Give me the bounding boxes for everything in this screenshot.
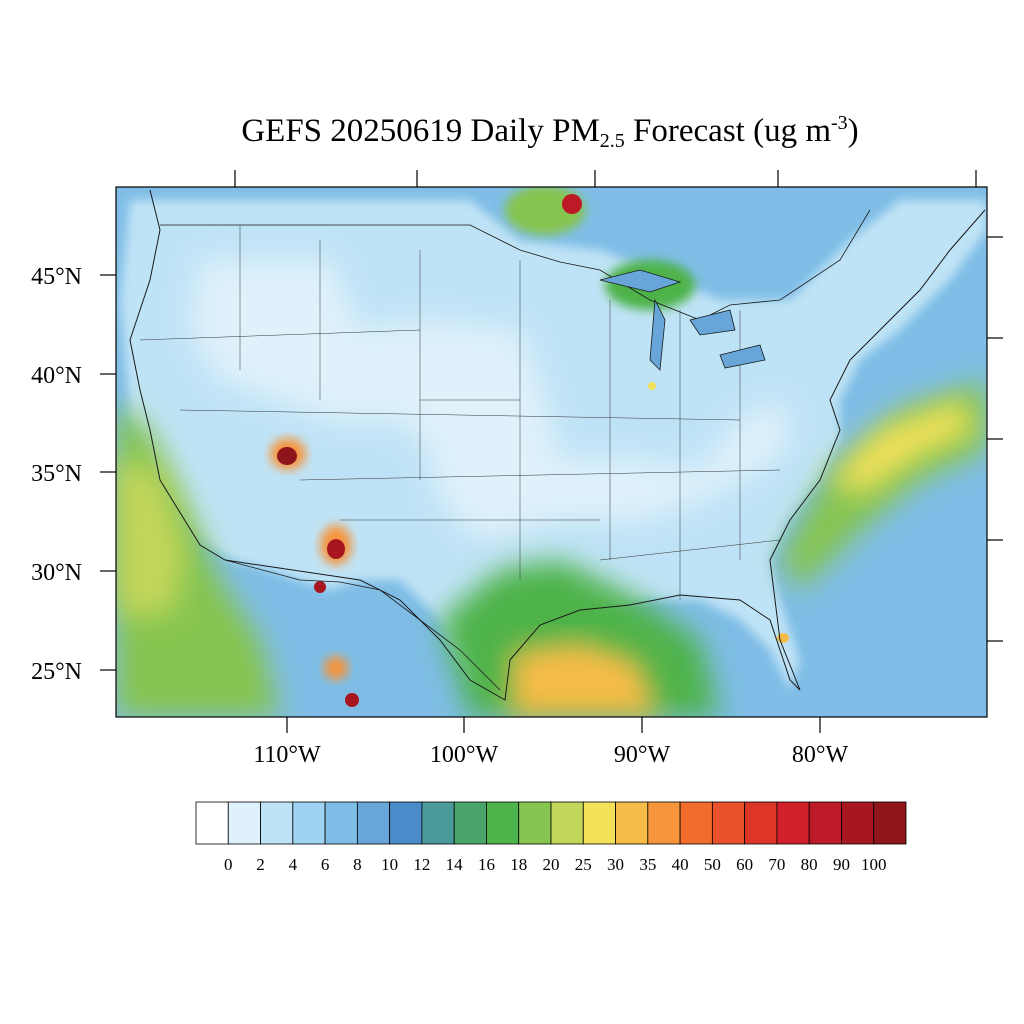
colorbar-swatch (292, 801, 326, 845)
latitude-labels: 45°N 40°N 35°N 30°N 25°N (31, 264, 82, 685)
colorbar-swatch (873, 801, 907, 845)
colorbar-label: 16 (478, 855, 495, 874)
colorbar-swatch (486, 801, 520, 845)
map-frame (115, 186, 988, 718)
axis-ticks (100, 170, 1003, 733)
canada-border (160, 209, 871, 321)
colorbar-label: 100 (861, 855, 887, 874)
colorbar (195, 801, 907, 845)
colorbar-label: 14 (446, 855, 464, 874)
colorbar-swatch (195, 801, 229, 845)
mexico-border (224, 559, 501, 691)
us-coastline (129, 189, 986, 701)
colorbar-label: 70 (768, 855, 785, 874)
colorbar-label: 50 (704, 855, 721, 874)
colorbar-label: 80 (801, 855, 818, 874)
colorbar-swatch (324, 801, 358, 845)
longitude-labels: 110°W 100°W 90°W 80°W (253, 742, 848, 768)
colorbar-swatch (582, 801, 616, 845)
hotspot-florida (777, 633, 789, 643)
colorbar-swatch (744, 801, 778, 845)
colorbar-swatch (453, 801, 487, 845)
colorbar-swatch (550, 801, 584, 845)
fire-hotspot-mexico-1 (324, 656, 348, 680)
colorbar-label: 2 (256, 855, 265, 874)
colorbar-swatch (808, 801, 842, 845)
colorbar-label: 35 (639, 855, 656, 874)
map-plot-area (116, 187, 987, 717)
great-lakes (599, 269, 766, 371)
colorbar-swatch (518, 801, 552, 845)
fire-hotspot-chihuahua (314, 581, 326, 593)
lat-label: 30°N (31, 560, 82, 586)
colorbar-swatch (841, 801, 875, 845)
colorbar-swatch (647, 801, 681, 845)
hotspot-chicago (648, 382, 656, 390)
atlantic-core (830, 400, 975, 495)
colorbar-swatch (776, 801, 810, 845)
colorbar-swatch (389, 801, 423, 845)
lat-label: 25°N (31, 659, 82, 685)
colorbar-swatch (615, 801, 649, 845)
lon-label: 110°W (253, 742, 321, 768)
canada-hotspot (562, 194, 582, 214)
fire-hotspot-mexico-2 (345, 693, 359, 707)
colorbar-swatch (356, 801, 391, 845)
colorbar-label: 10 (381, 855, 398, 874)
colorbar-label: 6 (321, 855, 330, 874)
gulf-core (510, 640, 660, 717)
fire-hotspot-az-core (277, 447, 297, 465)
colorbar-label: 4 (289, 855, 298, 874)
colorbar-label: 18 (510, 855, 527, 874)
fire-hotspot-nm-core (327, 539, 345, 559)
colorbar-swatch (421, 801, 455, 845)
lat-label: 35°N (31, 461, 82, 487)
colorbar-label: 40 (672, 855, 689, 874)
colorbar-swatch (260, 801, 294, 845)
lon-label: 90°W (614, 742, 671, 768)
colorbar-label: 0 (224, 855, 233, 874)
colorbar-label: 60 (736, 855, 753, 874)
colorbar-label: 30 (607, 855, 624, 874)
colorbar-label: 12 (413, 855, 430, 874)
colorbar-label: 90 (833, 855, 850, 874)
state-borders (139, 225, 781, 600)
colorbar-label: 20 (543, 855, 560, 874)
colorbar-swatch (711, 801, 746, 845)
map-title: GEFS 20250619 Daily PM2.5 Forecast (ug m… (241, 112, 859, 152)
lat-label: 45°N (31, 264, 82, 290)
colorbar-labels: 0 2 4 6 8 10 12 14 16 18 20 25 30 35 40 50 60 70 80 90 100 (224, 855, 886, 874)
lon-label: 80°W (792, 742, 849, 768)
colorbar-label: 8 (353, 855, 362, 874)
colorbar-label: 25 (575, 855, 592, 874)
colorbar-swatch (227, 801, 261, 845)
lat-label: 40°N (31, 363, 82, 389)
lon-label: 100°W (430, 742, 499, 768)
pacific-core (116, 460, 185, 620)
colorbar-swatch (679, 801, 713, 845)
